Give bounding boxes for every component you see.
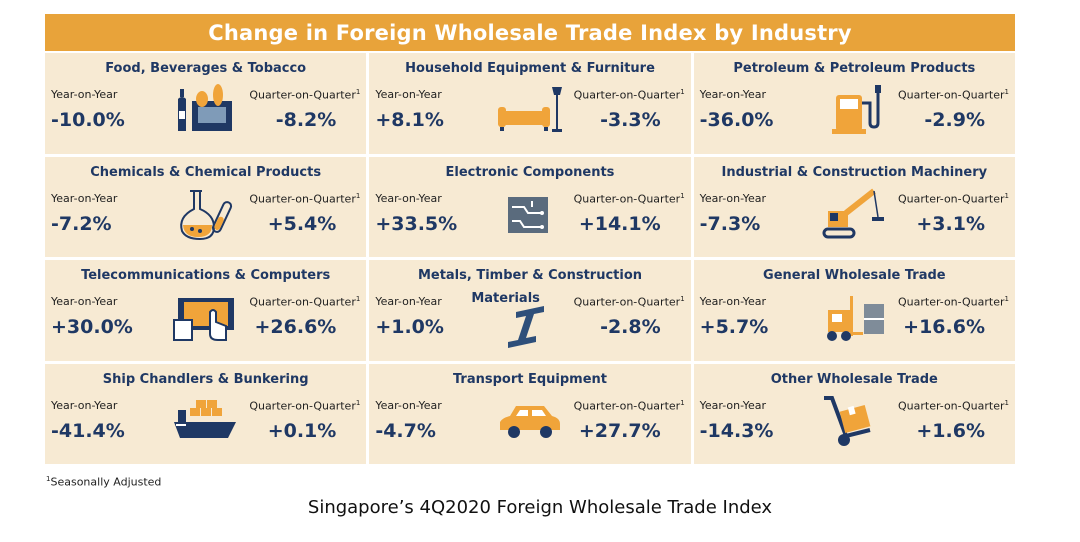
industry-name: Telecommunications & Computers (81, 268, 331, 283)
qoq-value: +5.4% (267, 212, 337, 235)
touchscreen-icon (172, 298, 234, 341)
hand-truck-icon (824, 395, 871, 446)
fuel-pump-icon (832, 85, 882, 134)
grocery-basket-icon (177, 84, 232, 131)
circuit-chip-icon (507, 196, 548, 233)
footnote: 1Seasonally Adjusted (46, 475, 162, 489)
qoq-label: Quarter-on-Quarter1 (249, 88, 361, 102)
industry-name: Ship Chandlers & Bunkering (102, 371, 309, 387)
industry-name-line2: Materials (471, 291, 540, 306)
industry-panel-telecom: Telecommunications & Computers Year-on-Y… (45, 260, 367, 361)
yoy-label: Year-on-Year (375, 398, 442, 412)
qoq-label: Quarter-on-Quarter1 (573, 191, 685, 206)
industry-name: Transport Equipment (452, 371, 608, 387)
industry-name: Industrial & Construction Machinery (721, 164, 988, 180)
steel-beam-icon (507, 306, 544, 348)
industry-grid: Food, Beverages & Tobacco Year-on-Year Q… (45, 53, 1015, 464)
qoq-label: Quarter-on-Quarter1 (249, 398, 361, 413)
yoy-label: Year-on-Year (51, 191, 118, 205)
qoq-value: +14.1% (578, 212, 661, 235)
car-icon (499, 405, 560, 438)
yoy-label: Year-on-Year (699, 88, 767, 101)
industry-name: Metals, Timber & Construction (417, 268, 643, 283)
yoy-value: -7.3% (699, 212, 761, 235)
yoy-value: +5.7% (699, 316, 769, 338)
industry-panel-household: Household Equipment & Furniture Year-on-… (369, 53, 691, 154)
qoq-value: +0.1% (267, 419, 337, 442)
industry-panel-petroleum: Petroleum & Petroleum Products Year-on-Y… (693, 53, 1015, 154)
industry-panel-metals: Metals, Timber & Construction Materials … (369, 260, 691, 361)
qoq-value: +26.6% (254, 316, 337, 338)
sofa-lamp-icon (497, 87, 562, 132)
yoy-label: Year-on-Year (51, 398, 118, 412)
qoq-label: Quarter-on-Quarter1 (573, 295, 685, 309)
yoy-label: Year-on-Year (699, 398, 767, 412)
industry-panel-food: Food, Beverages & Tobacco Year-on-Year Q… (45, 53, 367, 154)
industry-name: General Wholesale Trade (763, 268, 946, 283)
industry-name: Household Equipment & Furniture (405, 61, 655, 76)
qoq-value: +1.6% (916, 419, 985, 442)
yoy-value: +1.0% (375, 316, 444, 338)
industry-panel-general: General Wholesale Trade Year-on-Year Qua… (693, 260, 1015, 361)
qoq-label: Quarter-on-Quarter1 (573, 398, 685, 413)
yoy-value: -14.3% (699, 419, 774, 442)
industry-name: Chemicals & Chemical Products (90, 164, 322, 180)
qoq-label: Quarter-on-Quarter1 (897, 88, 1009, 102)
industry-panel-electronic: Electronic Components Year-on-Year Quart… (369, 156, 691, 257)
qoq-value: -2.9% (924, 109, 985, 131)
qoq-value: -3.3% (600, 109, 661, 131)
title-banner: Change in Foreign Wholesale Trade Index … (45, 14, 1015, 51)
industry-panel-machinery: Industrial & Construction Machinery Year… (693, 156, 1015, 257)
yoy-value: -10.0% (51, 109, 125, 131)
industry-name: Electronic Components (445, 164, 615, 180)
industry-panel-other: Other Wholesale Trade Year-on-Year Quart… (693, 363, 1015, 464)
yoy-label: Year-on-Year (375, 191, 442, 205)
yoy-label: Year-on-Year (699, 191, 767, 205)
industry-name: Petroleum & Petroleum Products (733, 61, 976, 76)
qoq-label: Quarter-on-Quarter1 (573, 88, 685, 102)
industry-name: Other Wholesale Trade (770, 371, 938, 387)
qoq-label: Quarter-on-Quarter1 (897, 191, 1009, 206)
qoq-label: Quarter-on-Quarter1 (897, 295, 1009, 309)
infographic-title: Change in Foreign Wholesale Trade Index … (208, 20, 852, 45)
flask-icon (179, 189, 232, 240)
qoq-value: -2.8% (600, 316, 661, 338)
yoy-value: +30.0% (51, 316, 133, 338)
image-caption: Singapore’s 4Q2020 Foreign Wholesale Tra… (307, 497, 773, 518)
yoy-value: -36.0% (699, 109, 774, 131)
yoy-value: +33.5% (375, 212, 458, 235)
crane-icon (822, 188, 885, 238)
yoy-label: Year-on-Year (51, 295, 118, 308)
yoy-value: -41.4% (51, 419, 125, 442)
qoq-label: Quarter-on-Quarter1 (249, 295, 361, 309)
qoq-value: -8.2% (275, 109, 337, 131)
cargo-ship-icon (173, 399, 236, 438)
yoy-label: Year-on-Year (375, 88, 442, 101)
industry-panel-transport: Transport Equipment Year-on-Year Quarter… (369, 363, 691, 464)
yoy-label: Year-on-Year (51, 88, 118, 101)
industry-panel-chemicals: Chemicals & Chemical Products Year-on-Ye… (45, 156, 367, 257)
yoy-value: -4.7% (375, 419, 436, 442)
qoq-value: +16.6% (903, 316, 985, 338)
yoy-value: -7.2% (51, 212, 112, 235)
forklift-icon (827, 296, 885, 341)
qoq-label: Quarter-on-Quarter1 (249, 191, 361, 206)
industry-panel-ship: Ship Chandlers & Bunkering Year-on-Year … (45, 363, 367, 464)
yoy-value: +8.1% (375, 109, 444, 131)
yoy-label: Year-on-Year (699, 295, 767, 308)
qoq-value: +3.1% (916, 212, 985, 235)
qoq-label: Quarter-on-Quarter1 (897, 398, 1009, 413)
qoq-value: +27.7% (578, 419, 661, 442)
industry-name: Food, Beverages & Tobacco (105, 61, 307, 76)
yoy-label: Year-on-Year (375, 295, 442, 308)
